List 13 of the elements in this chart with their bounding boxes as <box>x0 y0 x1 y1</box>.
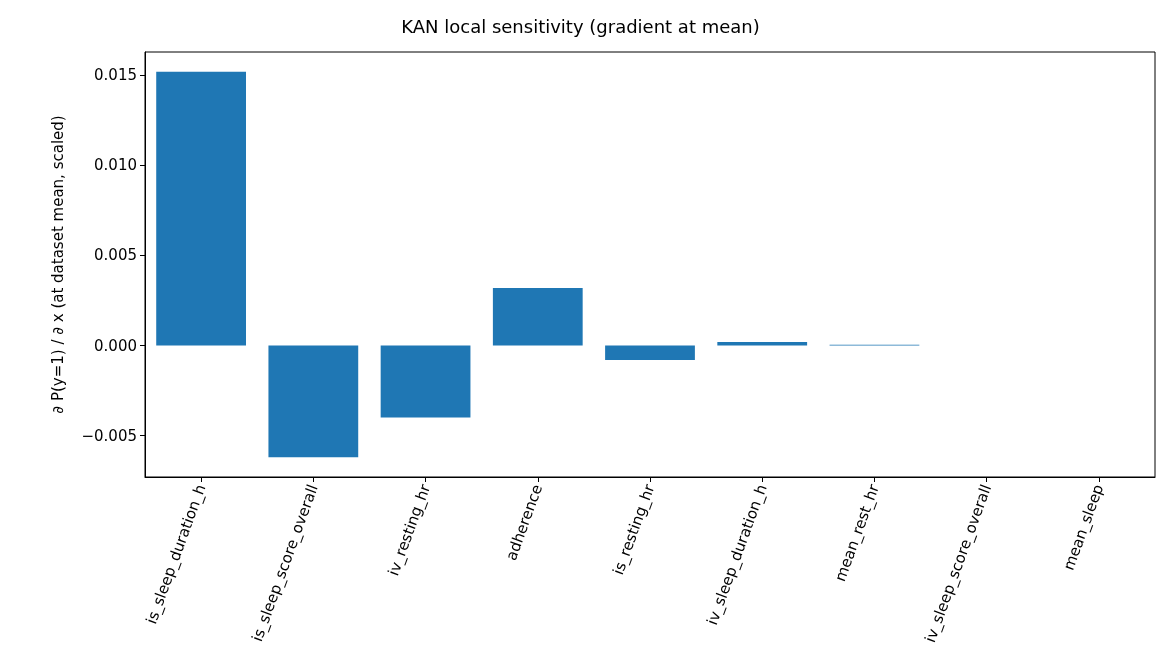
bar <box>268 345 359 458</box>
bar <box>605 345 695 360</box>
y-tick-label: 0.010 <box>94 156 137 175</box>
chart-title: KAN local sensitivity (gradient at mean) <box>401 15 760 37</box>
bar <box>717 341 808 346</box>
bar <box>156 71 246 346</box>
bar <box>380 345 471 418</box>
bar <box>492 287 583 346</box>
y-tick-label: 0.005 <box>94 246 137 265</box>
y-tick-label: −0.005 <box>81 426 137 445</box>
y-axis-title: ∂ P(y=1) / ∂ x (at dataset mean, scaled) <box>48 115 67 414</box>
y-tick-label: 0.000 <box>94 336 137 355</box>
y-tick-label: 0.015 <box>94 66 137 85</box>
